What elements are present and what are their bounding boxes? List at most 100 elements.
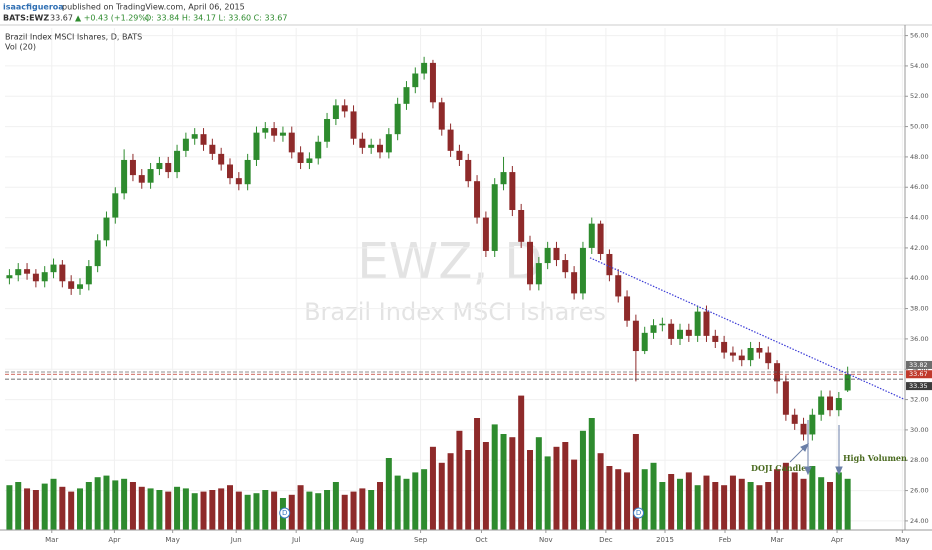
candle-body: [121, 159, 128, 194]
candle-body: [482, 217, 489, 251]
volume-bar: [235, 491, 242, 530]
candle-body: [315, 141, 322, 159]
legend-volume: Vol (20): [5, 43, 36, 52]
volume-bar: [59, 486, 66, 530]
y-tick-label: 48.00: [910, 153, 929, 161]
candle-body: [747, 348, 754, 361]
candle-body: [429, 62, 436, 103]
volume-bar: [685, 472, 692, 530]
candle-body: [632, 320, 639, 352]
candle-body: [403, 87, 410, 104]
x-tick-label: Nov: [539, 536, 553, 544]
price-label-box: [906, 382, 932, 391]
volume-bar: [297, 485, 304, 530]
volume-bar: [818, 477, 825, 530]
candle-body: [606, 253, 613, 276]
volume-bar: [209, 490, 216, 530]
candle-body: [447, 129, 454, 151]
volume-bar: [632, 434, 639, 530]
published: published on TradingView.com, April 06, …: [62, 3, 245, 12]
candle-body: [59, 264, 66, 282]
volume-bar: [544, 456, 551, 530]
candle-body: [85, 266, 92, 285]
volume-bar: [394, 475, 401, 530]
y-tick-label: 24.00: [910, 517, 929, 525]
volume-bar: [324, 490, 331, 530]
volume-bar: [756, 485, 763, 530]
y-tick-label: 46.00: [910, 183, 929, 191]
volume-bar: [703, 475, 710, 530]
candle-body: [553, 247, 560, 261]
volume-bar: [306, 491, 313, 530]
candle-body: [615, 275, 622, 297]
y-tick-label: 50.00: [910, 123, 929, 131]
candle-body: [465, 159, 472, 182]
volume-bar: [138, 486, 145, 530]
volume-bar: [129, 482, 136, 530]
ohlc: O: 33.84 H: 34.17 L: 33.60 C: 33.67: [145, 14, 287, 23]
volume-bar: [447, 453, 454, 530]
candle-body: [94, 240, 101, 267]
author[interactable]: isaacfigueroa: [3, 3, 64, 12]
candle-body: [535, 263, 542, 285]
volume-bar: [182, 488, 189, 530]
candle-body: [765, 352, 772, 364]
candle-body: [174, 150, 181, 173]
volume-bar: [332, 482, 339, 530]
candle-body: [624, 296, 631, 321]
candle-body: [456, 150, 463, 160]
candle-body: [68, 281, 75, 289]
candle-body: [368, 144, 375, 148]
volume-bar: [350, 491, 357, 530]
candle-body: [15, 269, 22, 276]
x-tick-label: Aug: [350, 536, 364, 544]
volume-bar: [15, 482, 22, 530]
volume-bar: [597, 453, 604, 530]
volume-bar: [112, 480, 119, 530]
y-tick-label: 28.00: [910, 456, 929, 464]
volume-bar: [553, 446, 560, 530]
candle-body: [791, 414, 798, 424]
candle-body: [112, 193, 119, 218]
symbol: BATS:EWZ: [3, 14, 49, 23]
volume-bar: [747, 482, 754, 530]
candle-body: [729, 352, 736, 356]
volume-bar: [244, 494, 251, 530]
candle-body: [756, 348, 763, 353]
candle-body: [297, 152, 304, 163]
arrows: [789, 420, 843, 476]
price-label: 33.67: [909, 370, 928, 378]
volume-bar: [200, 491, 207, 530]
dividend-label: D: [282, 509, 287, 517]
y-tick-label: 54.00: [910, 62, 929, 70]
volume-bar: [659, 482, 666, 530]
candle-body: [782, 381, 789, 415]
y-tick-label: 42.00: [910, 244, 929, 252]
volume-bar: [827, 482, 833, 530]
volume-bar: [800, 478, 807, 530]
candle-body: [6, 275, 13, 279]
candle-body: [332, 105, 339, 119]
volume-bar: [615, 469, 622, 530]
candle-body: [421, 62, 428, 74]
candle-body: [235, 178, 242, 185]
candle-body: [306, 158, 313, 163]
y-tick-label: 40.00: [910, 274, 929, 282]
candle-body: [253, 132, 260, 160]
x-tick-label: May: [165, 536, 179, 544]
volume-bar: [606, 466, 613, 530]
volume-bar: [6, 485, 13, 530]
volume-bar: [624, 472, 631, 530]
dividend-marker: [633, 507, 645, 519]
volume-bar: [641, 469, 648, 530]
volume-bar: [77, 488, 83, 530]
watermark-name: Brazil Index MSCI Ishares: [304, 298, 606, 326]
candle-body: [800, 423, 807, 435]
candle-body: [774, 363, 781, 382]
candle-body: [147, 169, 154, 183]
volume-bar: [377, 482, 383, 530]
volume-bar: [765, 482, 772, 530]
x-tick-label: May: [895, 536, 909, 544]
volume-bar: [271, 491, 278, 530]
